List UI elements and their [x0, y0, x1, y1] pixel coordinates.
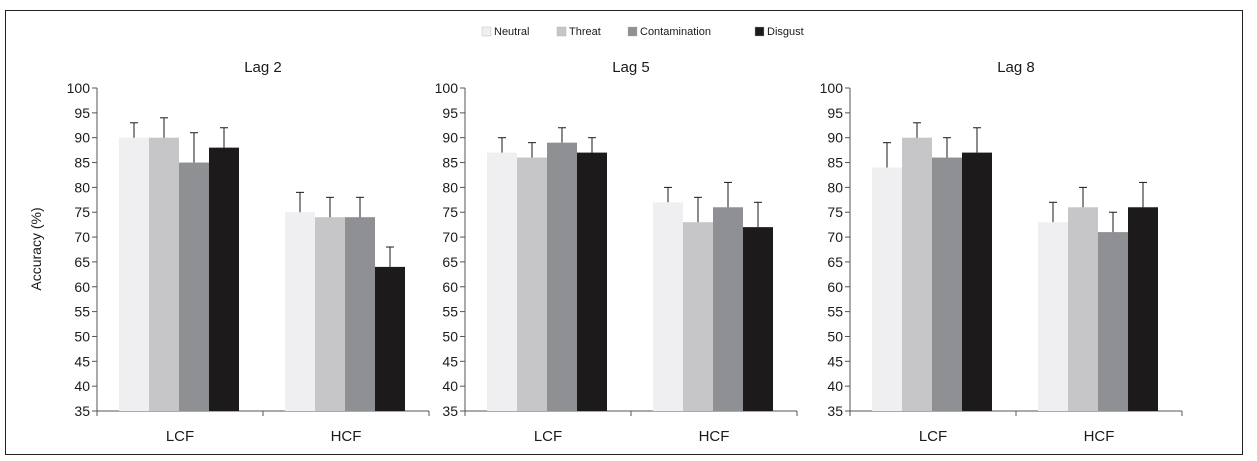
y-tick-label: 35: [442, 403, 458, 419]
legend-swatch-neutral: [481, 26, 492, 37]
bar-hcf-disgust: [375, 266, 405, 411]
bar-lcf-neutral: [872, 167, 902, 411]
panel-lag-5: Lag 5 35 40 45 50 55 60 65 70 75 80 85 90 95 100 LCF HCF: [435, 59, 798, 445]
bar-lcf-threat: [149, 137, 179, 411]
y-tick-label: 60: [827, 279, 843, 295]
category-label-hcf: HCF: [1084, 428, 1115, 445]
bar-hcf-disgust: [1128, 207, 1158, 411]
bar-lcf-contamination: [932, 157, 962, 411]
y-tick-label: 55: [74, 304, 90, 320]
y-tick-label: 95: [827, 105, 843, 121]
panels: Lag 2 35 40 45 50 55 60 65 70 75 80 85 90 95 100 LCF HCF…: [67, 59, 1183, 445]
bar-lcf-disgust: [209, 147, 239, 411]
y-tick-label: 100: [67, 80, 91, 96]
y-tick-label: 75: [74, 204, 90, 220]
y-tick-label: 80: [74, 179, 90, 195]
bar-lcf-contamination: [179, 162, 209, 411]
bar-hcf-contamination: [1098, 232, 1128, 411]
y-tick-label: 55: [827, 304, 843, 320]
bar-lcf-neutral: [119, 137, 149, 411]
bar-hcf-neutral: [653, 202, 683, 411]
category-label-lcf: LCF: [534, 428, 562, 445]
y-tick-label: 80: [442, 179, 458, 195]
y-tick-label: 45: [74, 353, 90, 369]
bar-lcf-disgust: [962, 152, 992, 411]
legend-swatch-disgust: [754, 26, 765, 37]
y-axis-label: Accuracy (%): [28, 207, 44, 290]
y-tick-label: 90: [74, 130, 90, 146]
legend-swatch-contamination: [627, 26, 638, 37]
legend-swatch-threat: [556, 26, 567, 37]
y-tick-label: 50: [827, 328, 843, 344]
y-tick-label: 65: [74, 254, 90, 270]
y-tick-label: 50: [442, 328, 458, 344]
y-tick-label: 70: [827, 229, 843, 245]
category-label-lcf: LCF: [919, 428, 947, 445]
y-tick-label: 100: [435, 80, 459, 96]
y-tick-label: 85: [827, 155, 843, 171]
bar-hcf-threat: [683, 222, 713, 411]
y-tick-label: 65: [827, 254, 843, 270]
panel-title: Lag 2: [244, 59, 282, 76]
bar-lcf-threat: [902, 137, 932, 411]
y-tick-label: 50: [74, 328, 90, 344]
y-tick-label: 60: [74, 279, 90, 295]
panel-title: Lag 5: [612, 59, 650, 76]
y-tick-label: 75: [827, 204, 843, 220]
y-tick-label: 70: [442, 229, 458, 245]
y-tick-label: 85: [74, 155, 90, 171]
bar-hcf-contamination: [713, 207, 743, 411]
y-tick-label: 95: [74, 105, 90, 121]
panel-lag-2: Lag 2 35 40 45 50 55 60 65 70 75 80 85 90 95 100 LCF HCF: [67, 59, 430, 445]
y-tick-label: 55: [442, 304, 458, 320]
y-tick-label: 90: [442, 130, 458, 146]
y-tick-label: 45: [442, 353, 458, 369]
panel-title: Lag 8: [997, 59, 1035, 76]
legend-label-neutral: Neutral: [494, 26, 529, 38]
bar-hcf-disgust: [743, 227, 773, 411]
y-tick-label: 100: [820, 80, 844, 96]
y-tick-label: 40: [74, 378, 90, 394]
panel-lag-8: Lag 8 35 40 45 50 55 60 65 70 75 80 85 90 95 100 LCF HCF: [820, 59, 1183, 445]
bar-hcf-neutral: [1038, 222, 1068, 411]
legend-label-threat: Threat: [569, 26, 601, 38]
bar-lcf-disgust: [577, 152, 607, 411]
bar-lcf-neutral: [487, 152, 517, 411]
legend-label-disgust: Disgust: [767, 26, 804, 38]
bar-hcf-threat: [315, 217, 345, 411]
y-tick-label: 40: [827, 378, 843, 394]
y-tick-label: 75: [442, 204, 458, 220]
legend-label-contamination: Contamination: [640, 26, 711, 38]
y-tick-label: 35: [827, 403, 843, 419]
y-tick-label: 65: [442, 254, 458, 270]
legend: Neutral Threat Contamination Disgust: [481, 26, 804, 38]
y-tick-label: 80: [827, 179, 843, 195]
y-tick-label: 70: [74, 229, 90, 245]
figure-frame: [5, 10, 1243, 455]
y-tick-label: 40: [442, 378, 458, 394]
bar-lcf-threat: [517, 157, 547, 411]
category-label-hcf: HCF: [331, 428, 362, 445]
bar-hcf-neutral: [285, 212, 315, 411]
y-tick-label: 95: [442, 105, 458, 121]
y-tick-label: 35: [74, 403, 90, 419]
bar-hcf-contamination: [345, 217, 375, 411]
y-tick-label: 90: [827, 130, 843, 146]
bar-lcf-contamination: [547, 142, 577, 411]
bar-hcf-threat: [1068, 207, 1098, 411]
y-tick-label: 45: [827, 353, 843, 369]
y-tick-label: 60: [442, 279, 458, 295]
category-label-hcf: HCF: [699, 428, 730, 445]
y-tick-label: 85: [442, 155, 458, 171]
category-label-lcf: LCF: [166, 428, 194, 445]
